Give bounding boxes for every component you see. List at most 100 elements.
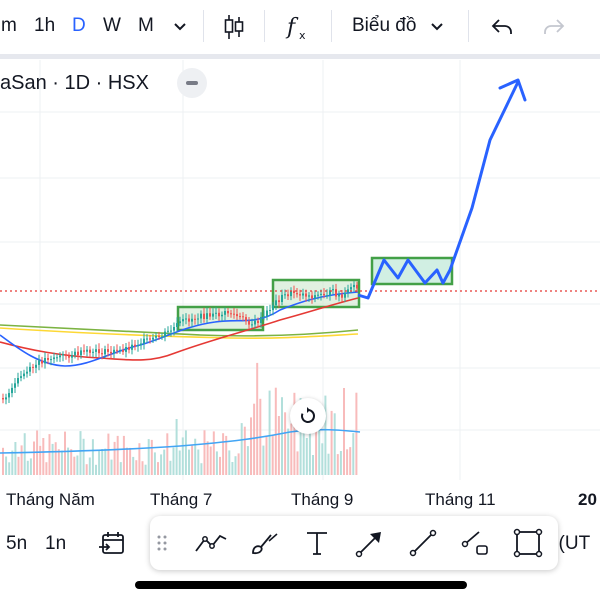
- volume-bar: [2, 447, 4, 475]
- timezone-label[interactable]: ; (UT: [548, 533, 591, 554]
- candle-body: [122, 349, 124, 352]
- candle-body: [278, 300, 280, 303]
- candle-body: [35, 364, 37, 368]
- candle-body: [299, 294, 301, 296]
- volume-bar: [157, 462, 159, 475]
- toolbar-divider: [331, 10, 332, 42]
- fx-icon[interactable]: f x: [282, 10, 316, 44]
- candle-body: [200, 313, 202, 319]
- volume-bar: [119, 462, 122, 475]
- candle-body: [149, 338, 151, 340]
- reset-chart-button[interactable]: [290, 398, 326, 434]
- calendar-goto-icon[interactable]: [97, 528, 129, 560]
- interval-minutes[interactable]: m: [1, 15, 17, 36]
- candle-body: [356, 284, 358, 289]
- candle-body: [209, 313, 211, 317]
- chevron-down-icon[interactable]: [163, 10, 197, 44]
- volume-bar: [64, 431, 66, 475]
- volume-bar: [82, 438, 85, 475]
- candle-body: [257, 320, 259, 323]
- volume-bar: [246, 446, 249, 475]
- candle-body: [185, 318, 187, 320]
- volume-bar: [135, 460, 138, 475]
- candlestick-icon[interactable]: [217, 10, 251, 44]
- interval-1h[interactable]: 1h: [34, 15, 56, 36]
- candle-body: [206, 313, 208, 319]
- candle-body: [344, 292, 346, 298]
- toolbar-divider: [0, 54, 600, 59]
- candle-body: [50, 359, 52, 361]
- candle-body: [23, 373, 25, 377]
- candle-body: [194, 318, 196, 320]
- candle-body: [11, 387, 13, 394]
- price-chart[interactable]: [0, 60, 600, 480]
- candle-body: [197, 318, 199, 320]
- candle-body: [338, 294, 340, 297]
- ray-tool-icon[interactable]: [458, 525, 494, 561]
- candle-body: [161, 336, 163, 338]
- candle-body: [56, 357, 58, 359]
- volume-bar: [138, 443, 141, 475]
- candle-body: [347, 289, 349, 293]
- volume-bar: [237, 453, 240, 475]
- redo-icon[interactable]: [537, 10, 571, 44]
- interval-week[interactable]: W: [103, 15, 121, 36]
- collapse-legend-button[interactable]: [177, 68, 207, 98]
- volume-bar: [215, 451, 218, 475]
- candle-body: [176, 323, 178, 327]
- candle-body: [146, 338, 148, 340]
- volume-bar: [132, 456, 135, 475]
- candle-body: [38, 360, 40, 365]
- candle-body: [158, 335, 160, 337]
- candle-body: [14, 383, 16, 388]
- volume-bar: [305, 438, 308, 475]
- volume-bar: [302, 422, 305, 475]
- drag-handle-icon[interactable]: [152, 525, 172, 561]
- volume-bar: [336, 454, 339, 475]
- candle-body: [296, 293, 298, 295]
- volume-bar: [349, 447, 352, 475]
- text-tool-icon[interactable]: [299, 525, 335, 561]
- volume-bar: [324, 395, 327, 475]
- interval-day[interactable]: D: [72, 15, 86, 36]
- symbol-legend[interactable]: aSan · 1D · HSX: [0, 72, 149, 94]
- brush-icon[interactable]: [246, 525, 282, 561]
- candle-body: [236, 314, 238, 317]
- rectangle-tool-icon[interactable]: [510, 525, 546, 561]
- volume-bar: [181, 437, 184, 475]
- candle-body: [131, 344, 133, 350]
- volume-bar: [281, 397, 283, 475]
- interval-month[interactable]: M: [138, 15, 154, 36]
- volume-bar: [265, 435, 268, 475]
- volume-bar: [262, 445, 265, 475]
- volume-bar: [144, 464, 147, 475]
- volume-bar: [256, 362, 259, 475]
- ma-blue-line: [0, 291, 359, 367]
- range-1d[interactable]: 1n: [45, 533, 67, 554]
- range-5d[interactable]: 5n: [6, 533, 28, 554]
- undo-icon[interactable]: [485, 10, 519, 44]
- svg-text:f: f: [285, 15, 299, 40]
- candle-body: [95, 349, 97, 352]
- volume-bar: [110, 459, 113, 475]
- candle-body: [134, 344, 136, 347]
- line-tool-icon[interactable]: [405, 525, 441, 561]
- chart-type-label[interactable]: Biểu đồ: [352, 15, 417, 36]
- candle-body: [167, 330, 169, 332]
- candle-body: [275, 300, 277, 306]
- arrow-tool-icon[interactable]: [352, 525, 388, 561]
- volume-bar: [274, 387, 277, 475]
- chevron-down-icon[interactable]: [420, 10, 454, 44]
- volume-bar: [318, 424, 321, 475]
- candle-body: [341, 294, 343, 298]
- volume-bar: [39, 445, 42, 475]
- volume-bar: [191, 445, 194, 475]
- volume-bar: [166, 433, 169, 475]
- volume-bar: [206, 441, 209, 475]
- candle-body: [77, 351, 79, 356]
- volume-bar: [284, 412, 287, 475]
- volume-bar: [101, 449, 104, 475]
- svg-text:x: x: [299, 29, 306, 42]
- candle-body: [248, 321, 250, 325]
- trend-lines-icon[interactable]: [193, 525, 229, 561]
